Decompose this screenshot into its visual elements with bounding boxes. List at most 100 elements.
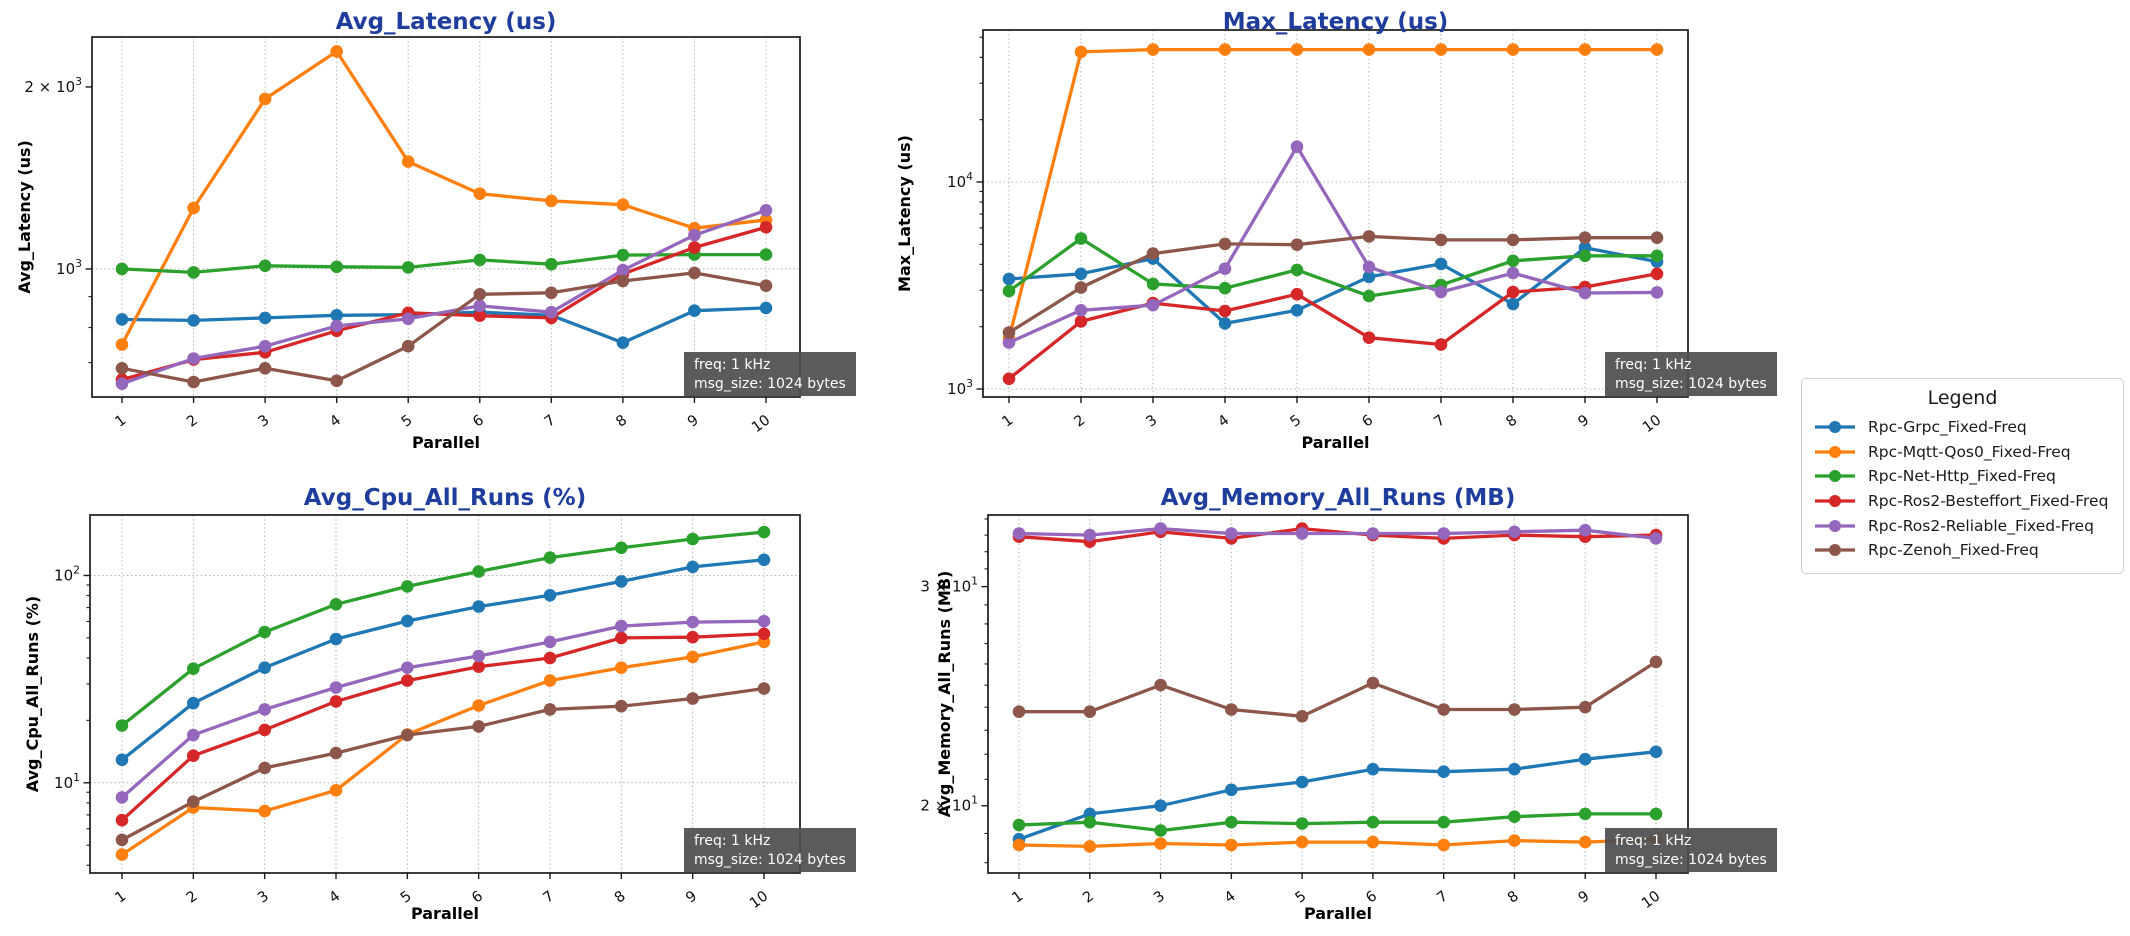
point-grpc-x10 bbox=[1649, 745, 1663, 759]
point-besteffort-x6 bbox=[472, 660, 486, 673]
point-http-x10 bbox=[759, 248, 773, 261]
legend-item-besteffort: Rpc-Ros2-Besteffort_Fixed-Freq bbox=[1814, 489, 2111, 514]
point-reliable-x9 bbox=[1578, 286, 1592, 300]
series-reliable bbox=[115, 614, 771, 804]
y-tick-label: 103 bbox=[947, 377, 973, 398]
point-reliable-x8 bbox=[616, 263, 630, 277]
point-grpc-x3 bbox=[258, 311, 272, 325]
point-reliable-x2 bbox=[187, 728, 200, 742]
point-reliable-x7 bbox=[543, 635, 557, 649]
point-reliable-x4 bbox=[329, 681, 343, 694]
point-http-x7 bbox=[543, 551, 557, 564]
y-tick-label: 102 bbox=[54, 563, 80, 584]
point-http-x5 bbox=[401, 261, 415, 274]
point-mqtt-x4 bbox=[330, 45, 344, 58]
point-besteffort-x4 bbox=[1218, 304, 1232, 318]
x-tick-label: 10 bbox=[749, 412, 773, 436]
point-zenoh-x4 bbox=[1225, 703, 1238, 716]
point-http-x8 bbox=[615, 541, 628, 555]
grid-avg-latency bbox=[92, 37, 800, 397]
point-mqtt-x2 bbox=[1074, 45, 1088, 59]
point-http-x1 bbox=[1012, 818, 1026, 832]
point-grpc-x5 bbox=[1290, 304, 1304, 317]
point-http-x3 bbox=[1154, 824, 1167, 837]
point-reliable-x2 bbox=[1083, 528, 1097, 542]
max-latency-chart: 104 103 1 2 3 4 5 6 7 8 9 10 Max_Latency (us) Paralle… bbox=[895, 9, 1777, 452]
point-reliable-x6 bbox=[1362, 260, 1376, 274]
point-reliable-x6 bbox=[473, 299, 487, 313]
point-zenoh-x5 bbox=[401, 339, 415, 353]
point-reliable-x5 bbox=[1290, 140, 1304, 153]
annotation-box-avg-cpu: freq: 1 kHz msg_size: 1024 bytes bbox=[684, 828, 856, 872]
x-tick-label: 3 bbox=[1151, 888, 1168, 906]
annotation-line: msg_size: 1024 bytes bbox=[1615, 852, 1767, 868]
chart-title-avg-cpu: Avg_Cpu_All_Runs (%) bbox=[304, 485, 586, 511]
point-zenoh-x7 bbox=[545, 286, 558, 300]
point-mqtt-x3 bbox=[1154, 837, 1167, 850]
point-mqtt-x3 bbox=[1146, 43, 1160, 56]
point-mqtt-x10 bbox=[1650, 43, 1664, 56]
point-grpc-x5 bbox=[1295, 775, 1309, 789]
point-zenoh-x5 bbox=[401, 728, 414, 742]
x-tick-label: 5 bbox=[1287, 412, 1304, 430]
legend-item-mqtt: Rpc-Mqtt-Qos0_Fixed-Freq bbox=[1814, 440, 2111, 465]
x-tick-label: 9 bbox=[1576, 888, 1593, 906]
point-reliable-x1 bbox=[1002, 336, 1016, 349]
x-tick-label: 8 bbox=[613, 412, 630, 430]
point-reliable-x2 bbox=[187, 352, 200, 365]
axis-ticks-max-latency: 104 103 1 2 3 4 5 6 7 8 9 10 bbox=[947, 36, 1664, 436]
point-besteffort-x2 bbox=[1074, 315, 1088, 328]
legend-item-label: Rpc-Mqtt-Qos0_Fixed-Freq bbox=[1868, 442, 2071, 461]
point-mqtt-x7 bbox=[1437, 838, 1450, 852]
x-tick-label: 8 bbox=[1503, 412, 1520, 430]
point-besteffort-x1 bbox=[115, 813, 129, 827]
point-mqtt-x6 bbox=[1366, 835, 1380, 849]
point-http-x9 bbox=[1578, 249, 1592, 263]
point-http-x1 bbox=[115, 719, 129, 732]
point-grpc-x9 bbox=[688, 304, 701, 318]
y-tick-label: 3 × 101 bbox=[920, 575, 978, 596]
legend-swatch-besteffort-icon bbox=[1815, 495, 1855, 508]
point-reliable-x10 bbox=[1650, 286, 1664, 299]
point-besteffort-x6 bbox=[1362, 331, 1376, 345]
point-grpc-x10 bbox=[759, 301, 773, 315]
point-mqtt-x8 bbox=[616, 198, 630, 211]
series-besteffort bbox=[1002, 267, 1664, 386]
legend-title: Legend bbox=[1927, 387, 1998, 409]
point-reliable-x3 bbox=[1154, 522, 1167, 535]
series-http bbox=[1002, 232, 1664, 303]
point-reliable-x6 bbox=[472, 649, 486, 663]
point-http-x4 bbox=[1225, 815, 1238, 829]
series-mqtt bbox=[1012, 832, 1663, 853]
point-http-x2 bbox=[1083, 815, 1097, 829]
series-grpc bbox=[115, 553, 771, 767]
legend-item-label: Rpc-Ros2-Besteffort_Fixed-Freq bbox=[1868, 492, 2109, 511]
point-zenoh-x8 bbox=[1506, 233, 1520, 247]
point-zenoh-x3 bbox=[258, 761, 272, 775]
point-zenoh-x10 bbox=[1649, 655, 1663, 669]
point-zenoh-x2 bbox=[187, 795, 200, 808]
point-zenoh-x2 bbox=[1083, 705, 1097, 718]
point-zenoh-x3 bbox=[258, 362, 272, 375]
point-grpc-x3 bbox=[1154, 799, 1167, 812]
x-tick-label: 3 bbox=[1143, 412, 1160, 430]
x-tick-label: 1 bbox=[112, 888, 129, 906]
point-http-x2 bbox=[187, 266, 200, 279]
point-reliable-x1 bbox=[115, 377, 129, 391]
x-tick-label: 1 bbox=[1009, 888, 1026, 906]
point-mqtt-x7 bbox=[543, 674, 557, 687]
point-grpc-x2 bbox=[187, 696, 200, 710]
y-tick-label: 104 bbox=[947, 170, 973, 191]
point-besteffort-x7 bbox=[1434, 338, 1448, 351]
plot-frame bbox=[987, 514, 1689, 874]
point-reliable-x8 bbox=[1508, 525, 1521, 539]
legend-item-grpc: Rpc-Grpc_Fixed-Freq bbox=[1814, 415, 2111, 440]
point-mqtt-x5 bbox=[1290, 43, 1304, 56]
point-zenoh-x9 bbox=[686, 692, 699, 705]
x-tick-label: 10 bbox=[747, 888, 771, 912]
point-zenoh-x1 bbox=[115, 833, 129, 847]
point-zenoh-x1 bbox=[115, 362, 129, 375]
x-tick-label: 7 bbox=[1434, 888, 1451, 906]
y-axis-label: Avg_Cpu_All_Runs (%) bbox=[23, 596, 42, 792]
